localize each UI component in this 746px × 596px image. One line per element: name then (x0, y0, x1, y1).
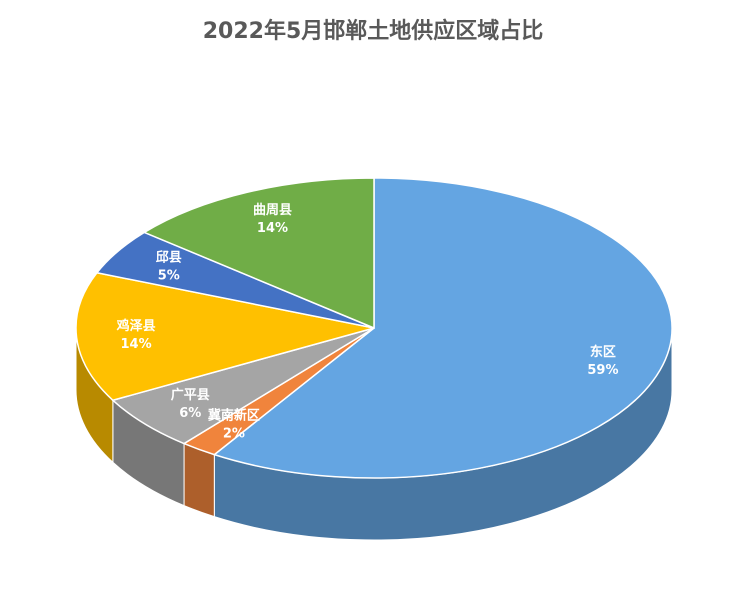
data-labels: 东区 59% 冀南新区 2% 广平县 6% 鸡泽县 14% 邱县 5% 曲周县 14% (116, 202, 619, 442)
pie-slice (212, 177, 673, 479)
slice-category-label: 鸡泽县 (116, 318, 156, 334)
slice-category-label: 曲周县 (253, 202, 292, 218)
slice-category-label: 邱县 (156, 250, 182, 265)
slice-value-label: 14% (257, 221, 288, 236)
pie-slice (75, 271, 375, 402)
slice-category-label: 广平县 (171, 387, 210, 403)
pie-sides (75, 327, 673, 541)
slice-category-label: 东区 (590, 344, 616, 360)
pie-tops (75, 177, 673, 479)
slice-value-label: 6% (179, 406, 201, 421)
slice-value-label: 2% (223, 427, 245, 442)
slice-value-label: 59% (587, 363, 618, 378)
pie-slice (142, 177, 375, 330)
chart-title: 2022年5月邯郸土地供应区域占比 (203, 18, 544, 44)
slice-value-label: 5% (158, 268, 180, 283)
slice-category-label: 冀南新区 (208, 408, 260, 424)
slice-value-label: 14% (121, 337, 152, 352)
pie-side (183, 442, 215, 518)
